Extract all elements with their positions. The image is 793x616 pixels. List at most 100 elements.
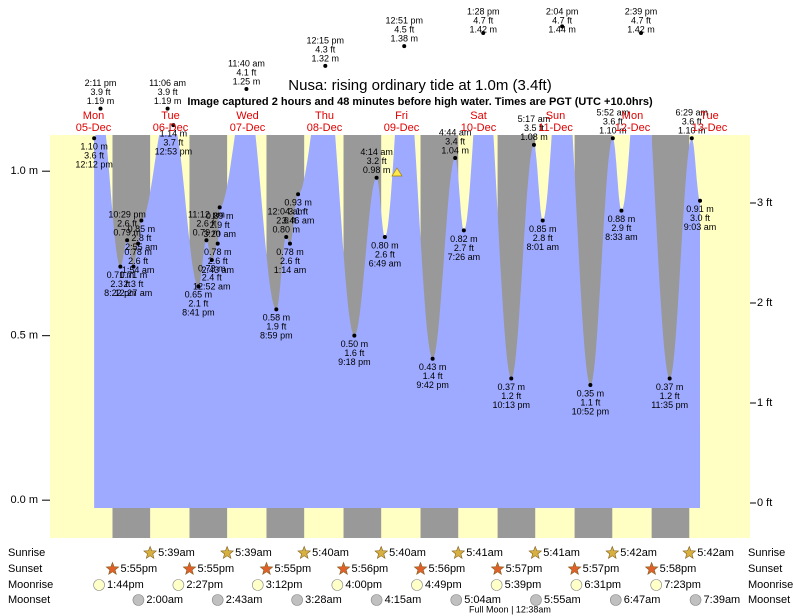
tide-ft-label: 2.4 ft — [202, 272, 223, 282]
tide-m-label: 0.71 m — [120, 270, 148, 280]
moonset-icon — [689, 594, 702, 606]
sunset-time: 5:57pm — [506, 563, 543, 575]
moonrise-icon — [411, 579, 423, 591]
tide-ft-label: 1.4 ft — [423, 371, 444, 381]
y2-tick-label: 0 ft — [757, 497, 772, 509]
tide-m-label: 1.32 m — [312, 53, 340, 63]
moonset-time: 5:04am — [464, 594, 501, 606]
moonrise-time: 1:44pm — [107, 579, 144, 591]
moonset-icon — [132, 594, 145, 606]
tide-time-label: 10:52 pm — [572, 406, 610, 416]
moonset-time: 3:28am — [305, 594, 342, 606]
tide-point — [244, 86, 249, 91]
tide-point — [92, 136, 97, 141]
tide-point — [374, 175, 379, 180]
day-name: Mon — [83, 110, 104, 122]
tide-m-label: 0.93 m — [284, 198, 312, 208]
sunset-time: 5:56pm — [429, 563, 466, 575]
tide-time-label: 10:29 pm — [108, 210, 146, 220]
tide-m-label: 1.42 m — [627, 24, 655, 34]
tide-time-label: 3:20 am — [203, 229, 236, 239]
tide-point — [588, 383, 593, 388]
row-label-right: Moonrise — [748, 579, 793, 591]
tide-point — [217, 205, 222, 210]
tide-ft-label: 1.2 ft — [660, 391, 681, 401]
moonrise-time: 6:31pm — [584, 579, 621, 591]
tide-ft-label: 1.6 ft — [344, 348, 365, 358]
day-name: Tue — [700, 110, 719, 122]
tide-point — [204, 238, 209, 243]
tide-time-label: 4:14 am — [360, 147, 393, 157]
tide-m-label: 1.42 m — [469, 24, 497, 34]
water-layer — [94, 135, 701, 508]
y2-tick-label: 2 ft — [757, 297, 772, 309]
tide-ft-label: 2.7 ft — [454, 243, 475, 253]
moonset-time: 4:15am — [385, 594, 422, 606]
tide-m-label: 0.80 m — [371, 240, 399, 250]
tide-time-label: 6:49 am — [369, 258, 402, 268]
moon-note: Full Moon | 12:38am — [469, 604, 551, 614]
tide-point — [540, 218, 545, 223]
moonrise-icon — [251, 579, 264, 591]
moonset-time: 5:55am — [544, 594, 581, 606]
day-date: 05-Dec — [76, 122, 112, 134]
tide-point — [698, 198, 703, 203]
tide-ft-label: 3.6 ft — [603, 117, 624, 127]
tide-ft-label: 3.1 ft — [288, 207, 309, 217]
tide-m-label: 0.73 m — [198, 263, 226, 273]
tide-m-label: 0.43 m — [419, 362, 447, 372]
tide-ft-label: 2.3 ft — [110, 279, 131, 289]
tide-time-label: 8:33 am — [605, 232, 638, 242]
sunset-icon — [259, 561, 274, 575]
tide-time-label: 4:44 am — [439, 127, 472, 137]
sunset-icon — [567, 561, 582, 575]
sunrise-icon — [297, 545, 312, 559]
moonset-icon — [211, 594, 224, 606]
tide-time-label: 12:52 am — [193, 281, 231, 291]
tide-time-label: 12:53 pm — [155, 147, 193, 157]
moonset-icon — [291, 594, 303, 606]
tide-point — [209, 258, 214, 263]
tide-time-label: 10:13 pm — [493, 400, 531, 410]
day-date: 07-Dec — [230, 122, 266, 134]
tide-point — [287, 241, 292, 246]
tide-time-label: 12:04 am — [267, 206, 305, 216]
moonrise-icon — [172, 579, 185, 591]
tide-ft-label: 3.7 ft — [163, 138, 184, 148]
tide-m-label: 1.19 m — [154, 96, 182, 106]
tide-point — [481, 31, 486, 36]
tide-ft-label: 2.6 ft — [276, 215, 297, 225]
tide-m-label: 0.88 m — [608, 214, 636, 224]
tide-point — [118, 264, 123, 269]
tide-point — [165, 106, 170, 111]
tide-ft-label: 4.7 ft — [631, 15, 652, 25]
tide-ft-label: 3.5 ft — [524, 123, 545, 133]
tide-point — [461, 228, 466, 233]
tide-time-label: 9:18 pm — [338, 357, 371, 367]
tide-point — [284, 234, 289, 239]
tide-time-label: 2:43 am — [201, 265, 234, 275]
tide-m-label: 1.38 m — [390, 34, 418, 44]
moonrise-time: 3:12pm — [266, 579, 303, 591]
tide-point — [274, 307, 279, 312]
tide-time-label: 11:40 am — [228, 58, 265, 68]
tide-point — [323, 63, 328, 68]
tide-m-label: 0.37 m — [498, 382, 526, 392]
tide-point — [139, 218, 144, 223]
sunset-time: 5:55pm — [197, 563, 234, 575]
sunrise-time: 5:42am — [697, 547, 734, 559]
tide-time-label: 12:15 pm — [307, 35, 345, 45]
tide-time-label: 12:12 pm — [75, 160, 113, 170]
sunrise-icon — [220, 545, 235, 559]
sunrise-icon — [374, 545, 389, 559]
tide-m-label: 0.65 m — [185, 290, 213, 300]
tide-m-label: 1.08 m — [520, 132, 548, 142]
moonset-time: 6:47am — [624, 594, 661, 606]
tide-point — [402, 44, 407, 49]
chart-subtitle: Image captured 2 hours and 48 minutes be… — [187, 96, 653, 108]
tide-m-label: 1.10 m — [678, 126, 706, 136]
tide-ft-label: 2.9 ft — [611, 223, 632, 233]
tide-m-label: 0.79 m — [193, 228, 221, 238]
